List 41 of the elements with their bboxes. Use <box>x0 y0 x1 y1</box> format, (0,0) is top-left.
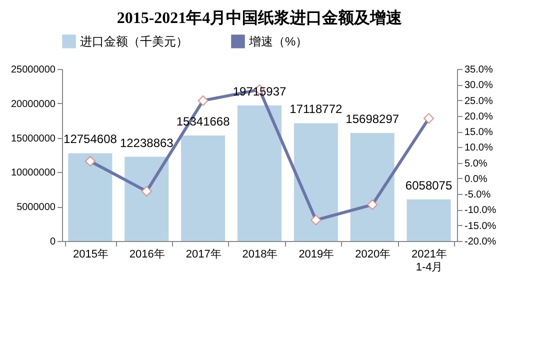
data-label: 12238863 <box>120 136 174 150</box>
x-tick-label: 2016年 <box>129 248 165 260</box>
data-label: 15698297 <box>346 112 400 126</box>
y2-tick-label: 30.0% <box>464 80 493 92</box>
bar <box>181 135 226 241</box>
bar <box>294 123 338 241</box>
data-label: 6058075 <box>405 178 452 192</box>
x-tick-label: 2015年 <box>72 248 108 260</box>
y2-tick-label: 35.0% <box>464 64 493 76</box>
y2-tick-label: 25.0% <box>464 96 493 107</box>
x-tick-label: 2018年 <box>242 248 278 260</box>
y-tick-label: 5000000 <box>16 202 56 214</box>
data-label: 12754608 <box>64 132 118 146</box>
x-tick-label: 2017年 <box>186 248 222 260</box>
y2-tick-label: 20.0% <box>464 111 493 122</box>
y2-tick-label: 15.0% <box>464 127 493 138</box>
y2-tick-label: -20.0% <box>464 236 496 248</box>
y-tick-label: 10000000 <box>11 168 56 179</box>
legend-label: 进口金额（千美元） <box>80 34 188 48</box>
data-label: 19715937 <box>232 84 287 98</box>
data-label: 17118772 <box>290 102 343 116</box>
y-tick-label: 15000000 <box>11 133 56 144</box>
y2-tick-label: -15.0% <box>464 220 496 232</box>
legend-label: 增速（%） <box>248 34 308 48</box>
y-tick-label: 25000000 <box>11 64 56 76</box>
y-tick-label: 0 <box>50 236 56 248</box>
x-tick-label: 2020年 <box>355 248 391 260</box>
bar <box>238 105 282 241</box>
chart-title: 2015-2021年4月中国纸浆进口金额及增速 <box>116 9 404 27</box>
bar <box>406 199 451 241</box>
y2-tick-label: 10.0% <box>464 142 493 154</box>
y2-tick-label: -10.0% <box>464 205 496 216</box>
x-tick-label: 2019年 <box>298 248 334 260</box>
bar <box>124 156 169 241</box>
x-tick-label: 2021年1-4月 <box>412 248 448 274</box>
y-tick-label: 20000000 <box>11 98 56 110</box>
bar <box>350 132 394 241</box>
bar <box>68 153 112 241</box>
y2-tick-label: 0.0% <box>464 174 488 185</box>
y2-tick-label: -5.0% <box>464 190 491 201</box>
y2-tick-label: 5.0% <box>464 158 488 170</box>
